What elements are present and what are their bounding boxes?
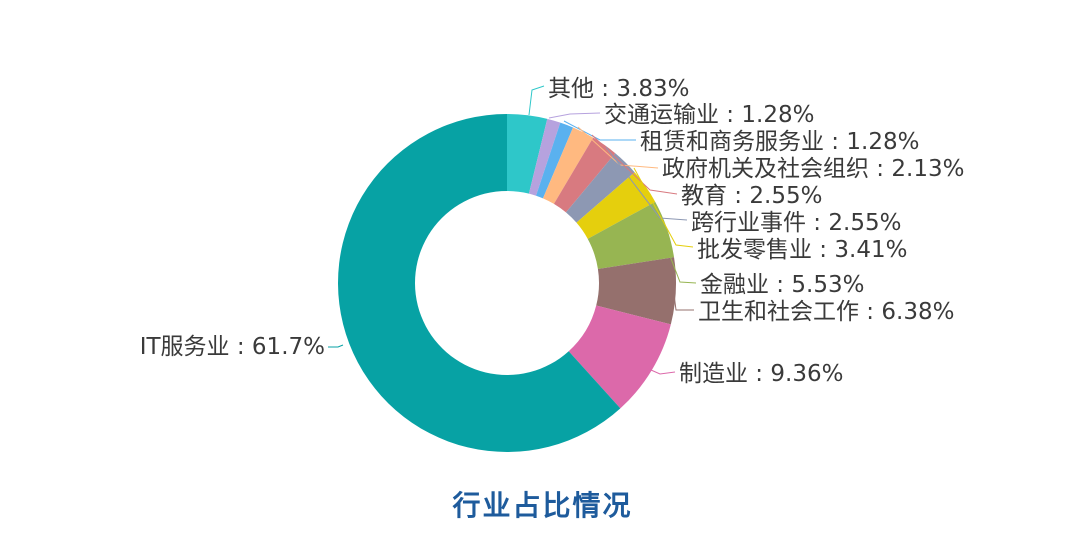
slice-label: 卫生和社会工作 : 6.38% [698, 299, 954, 325]
slice-6[interactable] [565, 153, 635, 223]
slice-9[interactable] [596, 257, 676, 325]
slice-10[interactable] [568, 305, 671, 409]
leader-line [633, 167, 694, 248]
slice-label: 政府机关及社会组织 : 2.13% [662, 156, 964, 182]
slice-2[interactable] [528, 118, 561, 196]
leader-line [657, 224, 697, 284]
leader-line [650, 369, 676, 375]
donut-slices [338, 114, 676, 452]
slice-label: IT服务业 : 61.7% [140, 334, 325, 360]
slice-7[interactable] [576, 172, 656, 239]
leader-lines [328, 85, 697, 375]
leader-line [563, 120, 636, 141]
leader-line [673, 293, 694, 311]
slice-label: 教育 : 2.55% [681, 183, 822, 209]
leader-line [548, 112, 601, 119]
leader-line [605, 146, 688, 221]
slice-label: 制造业 : 9.36% [679, 361, 843, 387]
slice-label: 跨行业事件 : 2.55% [691, 210, 901, 236]
leader-line [528, 85, 545, 116]
slice-labels: 其他 : 3.83%交通运输业 : 1.28%租赁和商务服务业 : 1.28%政… [140, 76, 965, 387]
slice-label: 其他 : 3.83% [548, 76, 689, 102]
slice-1[interactable] [507, 114, 548, 194]
slice-4[interactable] [542, 127, 594, 204]
slice-3[interactable] [536, 122, 574, 199]
slice-8[interactable] [587, 201, 675, 269]
leader-line [328, 344, 344, 348]
slice-5[interactable] [553, 137, 616, 213]
chart-title: 行业占比情况 [452, 489, 633, 522]
slice-label: 交通运输业 : 1.28% [604, 102, 814, 128]
slice-11[interactable] [338, 114, 621, 452]
slice-label: 金融业 : 5.53% [700, 272, 864, 298]
slice-label: 批发零售业 : 3.41% [697, 237, 907, 263]
slice-label: 租赁和商务服务业 : 1.28% [640, 129, 919, 155]
